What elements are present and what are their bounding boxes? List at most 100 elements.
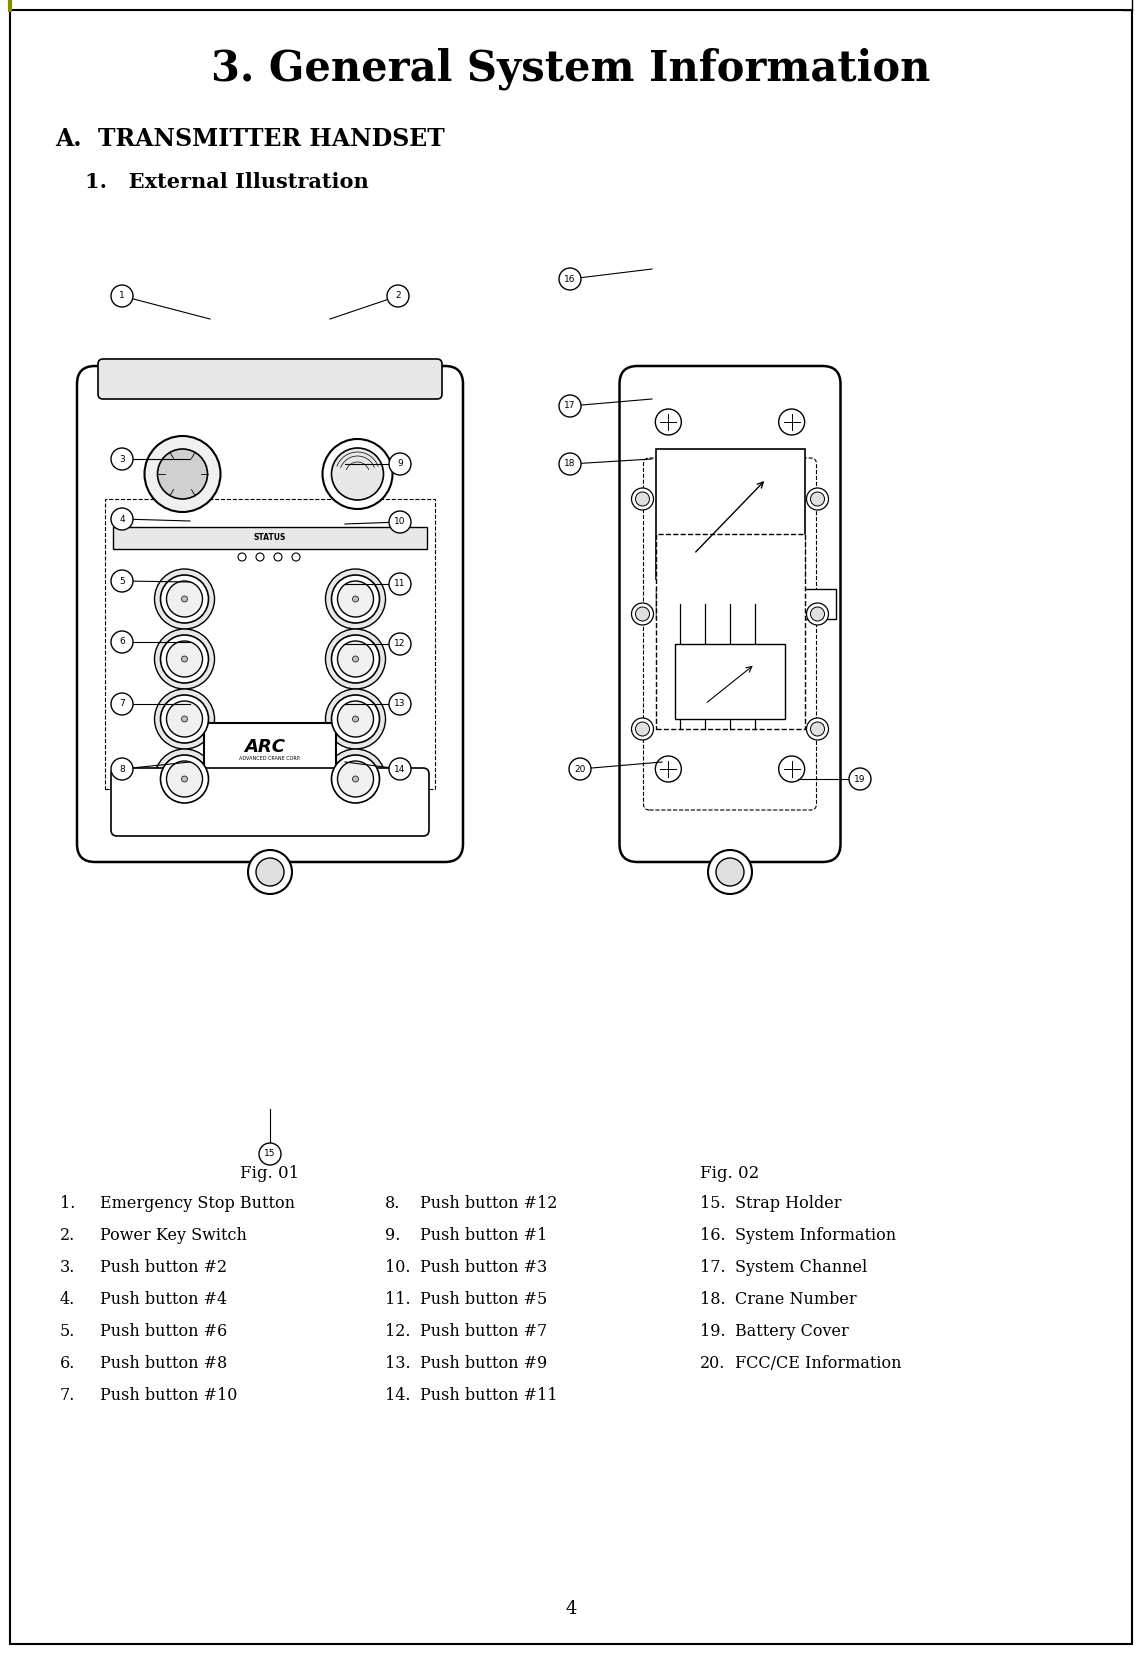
Text: Push button #6: Push button #6: [100, 1323, 227, 1340]
Text: 10.: 10.: [385, 1259, 410, 1277]
Circle shape: [154, 569, 215, 629]
Text: Push button #8: Push button #8: [100, 1356, 227, 1373]
Circle shape: [259, 1143, 281, 1164]
FancyBboxPatch shape: [619, 366, 841, 862]
Text: 14: 14: [394, 764, 405, 774]
Circle shape: [389, 693, 411, 715]
Circle shape: [322, 438, 393, 509]
Text: Emergency Stop Button: Emergency Stop Button: [100, 1196, 295, 1212]
Circle shape: [274, 552, 282, 561]
Circle shape: [111, 284, 132, 308]
Circle shape: [331, 754, 379, 802]
Circle shape: [779, 756, 805, 782]
Text: ADVANCED CRANE CORP.: ADVANCED CRANE CORP.: [240, 756, 300, 761]
Text: 13.: 13.: [385, 1356, 411, 1373]
Text: Fig. 01: Fig. 01: [240, 1166, 299, 1183]
Circle shape: [111, 508, 132, 529]
Circle shape: [338, 642, 373, 676]
Text: 16.: 16.: [700, 1227, 725, 1244]
Circle shape: [635, 491, 650, 506]
FancyBboxPatch shape: [113, 528, 427, 549]
Circle shape: [331, 576, 379, 624]
Text: Push button #9: Push button #9: [420, 1356, 547, 1373]
Text: 3. General System Information: 3. General System Information: [211, 48, 931, 91]
Circle shape: [558, 395, 581, 417]
Text: 3.: 3.: [61, 1259, 75, 1277]
Text: FCC/CE Information: FCC/CE Information: [735, 1356, 901, 1373]
FancyBboxPatch shape: [77, 366, 463, 862]
Circle shape: [167, 761, 202, 797]
Circle shape: [325, 569, 386, 629]
Text: 6: 6: [119, 637, 124, 647]
Text: Push button #12: Push button #12: [420, 1196, 557, 1212]
Text: Push button #3: Push button #3: [420, 1259, 547, 1277]
Circle shape: [811, 723, 825, 736]
Circle shape: [558, 453, 581, 475]
Text: 1.: 1.: [61, 1196, 75, 1212]
Text: 5.: 5.: [61, 1323, 75, 1340]
Circle shape: [182, 657, 187, 662]
Circle shape: [331, 635, 379, 683]
Text: 17: 17: [564, 402, 576, 410]
Text: ARC: ARC: [244, 738, 286, 756]
Text: 6.: 6.: [61, 1356, 75, 1373]
Text: 20: 20: [574, 764, 586, 774]
Text: 1.   External Illustration: 1. External Illustration: [85, 172, 369, 192]
Circle shape: [338, 581, 373, 617]
Text: 15: 15: [264, 1150, 275, 1158]
Circle shape: [806, 718, 828, 739]
Circle shape: [387, 284, 409, 308]
Circle shape: [353, 595, 359, 602]
Text: 7: 7: [119, 700, 124, 708]
Text: 18.: 18.: [700, 1292, 725, 1308]
Circle shape: [632, 718, 653, 739]
Circle shape: [656, 409, 682, 435]
Text: Battery Cover: Battery Cover: [735, 1323, 849, 1340]
Text: 16: 16: [564, 275, 576, 283]
Text: 4: 4: [119, 514, 124, 524]
Circle shape: [558, 268, 581, 289]
Circle shape: [389, 511, 411, 533]
Circle shape: [111, 693, 132, 715]
Circle shape: [325, 749, 386, 809]
Text: Push button #11: Push button #11: [420, 1388, 557, 1404]
Circle shape: [154, 749, 215, 809]
Text: 5: 5: [119, 577, 124, 586]
Text: 4.: 4.: [61, 1292, 75, 1308]
Circle shape: [338, 701, 373, 738]
Text: 4: 4: [565, 1599, 577, 1618]
Circle shape: [635, 723, 650, 736]
Text: 11: 11: [394, 579, 405, 589]
Text: 15.: 15.: [700, 1196, 725, 1212]
Circle shape: [182, 716, 187, 723]
Text: Fig. 02: Fig. 02: [700, 1166, 759, 1183]
FancyBboxPatch shape: [204, 723, 336, 776]
Text: 19: 19: [854, 774, 866, 784]
Circle shape: [708, 850, 751, 895]
Circle shape: [158, 448, 208, 500]
Circle shape: [182, 595, 187, 602]
Circle shape: [256, 552, 264, 561]
FancyBboxPatch shape: [748, 589, 836, 619]
Text: 17.: 17.: [700, 1259, 725, 1277]
Circle shape: [145, 437, 220, 513]
Circle shape: [806, 488, 828, 509]
Circle shape: [161, 576, 209, 624]
Text: Crane Number: Crane Number: [735, 1292, 856, 1308]
Text: 19.: 19.: [700, 1323, 725, 1340]
Circle shape: [338, 761, 373, 797]
Circle shape: [632, 488, 653, 509]
Text: 18: 18: [564, 460, 576, 468]
Text: 12.: 12.: [385, 1323, 410, 1340]
Circle shape: [238, 552, 246, 561]
Text: 9.: 9.: [385, 1227, 401, 1244]
Text: 12: 12: [394, 640, 405, 648]
Text: Push button #10: Push button #10: [100, 1388, 238, 1404]
Text: 2.: 2.: [61, 1227, 75, 1244]
Text: 11.: 11.: [385, 1292, 411, 1308]
Text: Push button #7: Push button #7: [420, 1323, 547, 1340]
Circle shape: [292, 552, 300, 561]
Circle shape: [182, 776, 187, 782]
Circle shape: [389, 453, 411, 475]
Circle shape: [353, 776, 359, 782]
